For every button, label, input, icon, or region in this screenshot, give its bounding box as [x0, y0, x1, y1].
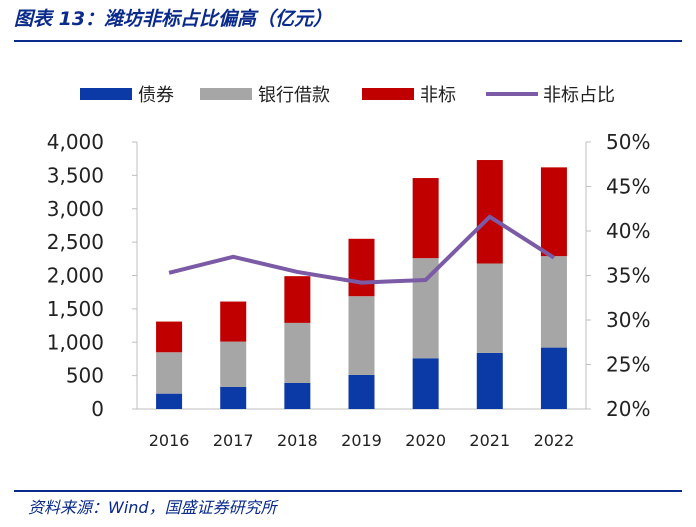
- bar-segment: [348, 238, 375, 297]
- right-tick-label: 25%: [606, 353, 650, 377]
- bar-segment: [540, 167, 567, 257]
- x-tick-label: 2016: [149, 431, 190, 450]
- x-tick-label: 2022: [534, 431, 575, 450]
- left-tick-label: 4,000: [47, 130, 104, 154]
- bar-segment: [156, 321, 183, 353]
- ratio-line: [168, 214, 556, 285]
- bar-segment: [540, 256, 567, 348]
- right-tick-label: 20%: [606, 397, 650, 421]
- right-tick-label: 40%: [606, 219, 650, 243]
- right-tick-label: 50%: [606, 130, 650, 154]
- axes: 0 500 1,000 1,500 2,000 2,500 3,000 3,500 4,000 2…: [47, 130, 651, 421]
- bar-segment: [220, 386, 247, 409]
- bar-segment: [412, 178, 439, 259]
- bar-segment: [284, 276, 311, 323]
- bar-segment: [348, 296, 375, 375]
- left-tick-label: 500: [66, 364, 104, 388]
- legend-label: 银行借款: [258, 85, 330, 106]
- left-tick-label: 3,500: [47, 163, 104, 187]
- left-tick-label: 1,500: [47, 297, 104, 321]
- bar-segment: [412, 258, 439, 359]
- figure-title: 图表 13：潍坊非标占比偏高（亿元）: [14, 8, 333, 30]
- bar-segment: [284, 322, 311, 383]
- legend-swatch: [200, 88, 252, 100]
- x-axis-ticks: 2016 2017 2018 2019 2020 2021 2022: [149, 431, 575, 450]
- x-tick-label: 2017: [213, 431, 254, 450]
- bar-segment: [284, 382, 311, 409]
- bar-segment: [156, 352, 183, 394]
- bar-segment: [348, 374, 375, 409]
- right-tick-label: 35%: [606, 264, 650, 288]
- right-tick-label: 45%: [606, 175, 650, 199]
- title-rule: [14, 40, 682, 42]
- legend-label: 债券: [138, 85, 174, 106]
- legend-label: 非标: [420, 85, 456, 106]
- left-tick-label: 3,000: [47, 197, 104, 221]
- x-tick-label: 2019: [341, 431, 382, 450]
- legend-label: 非标占比: [543, 85, 615, 106]
- right-tick-label: 30%: [606, 308, 650, 332]
- bars: [156, 160, 567, 409]
- bar-segment: [220, 301, 247, 342]
- bar-segment: [476, 160, 503, 264]
- left-tick-label: 2,000: [47, 264, 104, 288]
- chart: 债券 银行借款 非标 非标占比 0 500 1,000 1,500 2,000 2,500 3,0…: [47, 85, 651, 450]
- left-tick-label: 1,000: [47, 330, 104, 354]
- bar-segment: [540, 347, 567, 409]
- legend: 债券 银行借款 非标 非标占比: [80, 85, 615, 106]
- left-tick-label: 0: [91, 397, 104, 421]
- bar-segment: [412, 358, 439, 409]
- x-tick-label: 2020: [405, 431, 446, 450]
- left-tick-label: 2,500: [47, 230, 104, 254]
- bar-segment: [476, 352, 503, 409]
- bar-segment: [476, 263, 503, 353]
- x-tick-label: 2018: [277, 431, 318, 450]
- legend-swatch: [362, 88, 414, 100]
- bar-segment: [156, 393, 183, 409]
- bar-segment: [220, 341, 247, 387]
- source-note: 资料来源：Wind，国盛证券研究所: [28, 498, 277, 517]
- source-rule: [14, 490, 682, 492]
- legend-swatch: [80, 88, 132, 100]
- x-tick-label: 2021: [469, 431, 510, 450]
